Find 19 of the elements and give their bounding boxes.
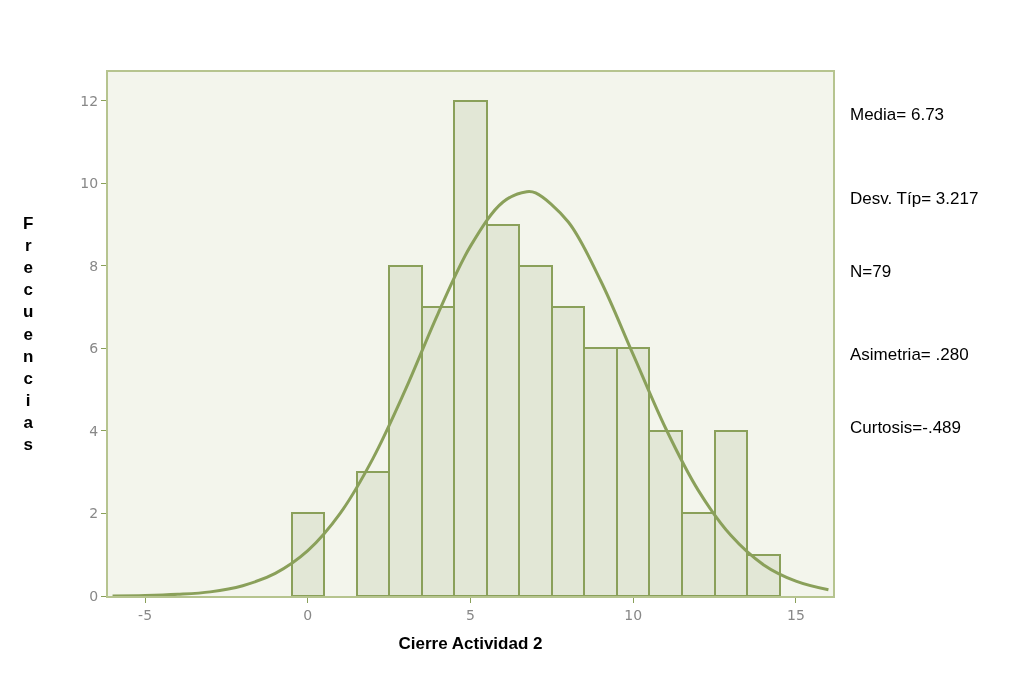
x-tick-label: 10 <box>624 606 643 623</box>
x-tick-label: 15 <box>786 606 805 623</box>
text: Asimetria= .280 <box>850 345 969 364</box>
y-tick-label: 6 <box>89 340 99 357</box>
text: Media= 6.73 <box>850 105 945 124</box>
y-tick-label: 8 <box>89 257 99 274</box>
x-tick-label: 5 <box>466 606 475 623</box>
y-tick-label: 4 <box>89 422 99 439</box>
text: Frecuencias <box>23 214 34 454</box>
text: N=79 <box>850 262 892 281</box>
y-tick-label: 2 <box>89 505 99 522</box>
text: Curtosis=-.489 <box>850 418 962 437</box>
y-tick-label: 0 <box>89 587 99 604</box>
x-tick-label: -5 <box>138 606 153 623</box>
y-tick-label: 10 <box>80 175 99 192</box>
text: Desv. Típ= 3.217 <box>850 189 979 208</box>
y-tick-label: 12 <box>80 92 99 109</box>
x-tick-label: 0 <box>303 606 313 623</box>
x-axis-title: Cierre Actividad 2 <box>398 633 543 653</box>
